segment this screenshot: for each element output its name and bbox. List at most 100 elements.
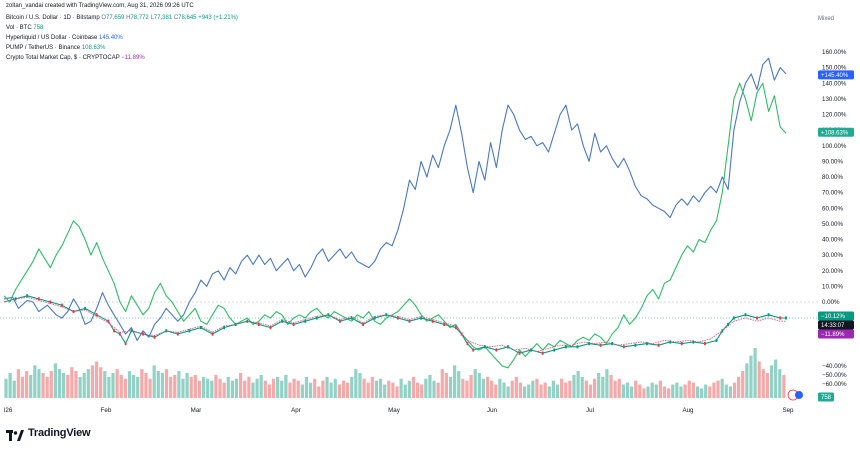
volume-bar xyxy=(66,374,70,398)
volume-bar xyxy=(457,371,461,398)
btc-candle xyxy=(396,316,399,320)
volume-bar xyxy=(654,384,658,398)
volume-bar xyxy=(255,378,259,398)
volume-bar xyxy=(613,380,617,398)
badge-btc-text: −10.12% xyxy=(821,314,846,320)
y-tick-label: 60.00% xyxy=(822,205,843,212)
legend-total[interactable]: Crypto Total Market Cap, $ · CRYPTOCAP −… xyxy=(6,54,145,62)
btc-candle xyxy=(553,348,556,352)
legend-total-label: Crypto Total Market Cap, $ · CRYPTOCAP xyxy=(6,55,120,61)
y-tick-label: 130.00% xyxy=(822,96,847,103)
y-tick-label: 70.00% xyxy=(822,190,843,197)
volume-bar xyxy=(564,382,568,398)
volume-bar xyxy=(189,376,193,398)
btc-candle xyxy=(518,351,521,355)
btc-candle xyxy=(634,343,637,347)
volume-bar xyxy=(473,369,477,398)
volume-bar xyxy=(683,384,687,398)
scale-mode-label[interactable]: Mixed xyxy=(817,16,834,22)
legend-hype-label: Hyperliquid / US Dollar · Coinbase xyxy=(6,35,98,41)
btc-candle xyxy=(269,326,272,330)
volume-bar xyxy=(494,384,498,398)
volume-bar xyxy=(4,378,8,398)
btc-candle xyxy=(95,313,98,317)
y-tick-label: 20.00% xyxy=(822,268,843,275)
tradingview-logo-icon xyxy=(6,428,24,441)
volume-bar xyxy=(568,380,572,398)
volume-bar xyxy=(617,378,621,398)
btc-candle xyxy=(646,342,648,346)
btc-candle xyxy=(188,329,191,333)
volume-bar xyxy=(181,378,185,398)
legend-close: 78,645 xyxy=(178,15,197,21)
volume-bar xyxy=(679,386,683,398)
volume-bar xyxy=(383,384,387,398)
volume-bar xyxy=(119,374,123,398)
btc-candle xyxy=(599,343,602,347)
volume-bar xyxy=(131,374,136,398)
volume-bar xyxy=(362,378,366,398)
btc-candle xyxy=(507,345,509,349)
volume-bar xyxy=(774,359,778,398)
volume-bar xyxy=(41,373,45,398)
badge-btc-bg xyxy=(818,311,854,321)
btc-candle xyxy=(281,319,283,323)
volume-bar xyxy=(597,373,601,398)
y-tick-label: 120.00% xyxy=(822,112,847,119)
series-line-pump xyxy=(3,82,787,369)
btc-candle xyxy=(680,342,683,346)
btc-candle xyxy=(611,342,614,346)
legend-high-label: H xyxy=(126,15,131,21)
volume-bar xyxy=(395,386,399,398)
volume-bar xyxy=(267,384,272,398)
volume-bar xyxy=(201,376,206,398)
volume-bar xyxy=(403,384,407,398)
legend-vol[interactable]: Vol · BTC 758 xyxy=(6,24,43,32)
volume-bar xyxy=(140,369,144,398)
btc-candle xyxy=(113,329,115,333)
btc-candle xyxy=(732,316,735,320)
volume-bar xyxy=(276,376,280,398)
volume-bar xyxy=(634,380,638,398)
volume-bar xyxy=(259,374,263,398)
badge-vol: 758 xyxy=(818,392,834,402)
badge-btc-timer-text: 14:33:07 xyxy=(821,323,845,329)
volume-bar xyxy=(580,376,584,398)
volume-bar xyxy=(222,382,226,398)
btc-candle xyxy=(84,306,86,310)
btc-candle xyxy=(373,316,376,320)
btc-candle xyxy=(153,335,156,339)
badge-hype-text: +145.40% xyxy=(821,73,849,79)
badge-pump-text: +108.63% xyxy=(821,130,849,136)
volume-bar xyxy=(506,386,510,398)
volume-bar xyxy=(630,386,634,398)
volume-bar xyxy=(333,378,337,398)
legend-high: 78,772 xyxy=(130,15,149,21)
legend-main[interactable]: Bitcoin / U.S. Dollar · 1D · Bitstamp O7… xyxy=(6,14,238,22)
volume-bar xyxy=(461,378,465,398)
badge-pump: +108.63% xyxy=(818,127,854,137)
volume-bar xyxy=(539,384,543,398)
legend-hype[interactable]: Hyperliquid / US Dollar · Coinbase 145.4… xyxy=(6,34,123,42)
volume-bar xyxy=(667,388,671,398)
legend-pump[interactable]: PUMP / TetherUS · Binance 108.63% xyxy=(6,44,106,52)
y-tick-label: 150.00% xyxy=(822,65,847,72)
btc-candle xyxy=(460,332,463,336)
btc-candle xyxy=(142,332,144,336)
btc-candle xyxy=(622,345,625,349)
badge-btc: −10.12% xyxy=(818,311,854,321)
btc-candle xyxy=(315,316,318,320)
volume-bar xyxy=(658,380,663,398)
btc-candle xyxy=(257,322,260,326)
volume-bar xyxy=(551,380,556,398)
volume-bar xyxy=(769,365,774,398)
btc-candle xyxy=(704,342,706,346)
btc-candle xyxy=(530,348,533,352)
volume-bar xyxy=(144,373,148,398)
volume-bar xyxy=(753,348,757,398)
btc-candle xyxy=(454,326,457,330)
volume-bar xyxy=(111,373,115,398)
volume-bar xyxy=(440,369,444,398)
